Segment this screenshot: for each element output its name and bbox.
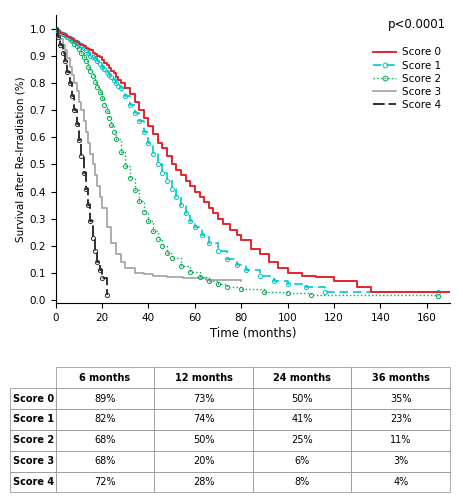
Legend: Score 0, Score 1, Score 2, Score 3, Score 4: Score 0, Score 1, Score 2, Score 3, Scor… — [369, 43, 444, 114]
Text: p<0.0001: p<0.0001 — [387, 18, 445, 31]
X-axis label: Time (months): Time (months) — [209, 327, 295, 340]
Y-axis label: Survival after Re-Irradiation (%): Survival after Re-Irradiation (%) — [15, 76, 25, 242]
